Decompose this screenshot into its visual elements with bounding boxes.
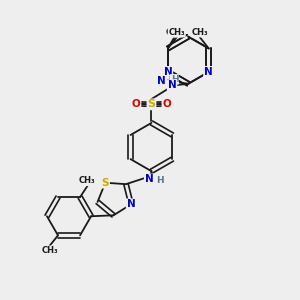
Text: CH₃: CH₃: [79, 176, 96, 185]
Text: H: H: [163, 76, 171, 86]
Text: N: N: [204, 67, 213, 77]
Text: H: H: [171, 75, 178, 84]
Text: N: N: [164, 67, 172, 77]
Text: S: S: [148, 99, 155, 110]
Text: O: O: [162, 99, 171, 109]
Text: CH₃: CH₃: [191, 28, 208, 37]
Text: N: N: [164, 67, 172, 77]
Text: N: N: [158, 76, 166, 86]
Text: N: N: [168, 80, 176, 90]
Text: N: N: [145, 174, 154, 184]
Text: N: N: [204, 67, 213, 77]
Text: O: O: [132, 99, 140, 109]
Text: H: H: [157, 176, 164, 185]
Text: CH₃: CH₃: [168, 28, 185, 37]
Text: CH₃: CH₃: [166, 28, 183, 37]
Text: CH₃: CH₃: [41, 246, 58, 255]
Text: N: N: [127, 199, 135, 209]
Text: S: S: [102, 178, 109, 188]
